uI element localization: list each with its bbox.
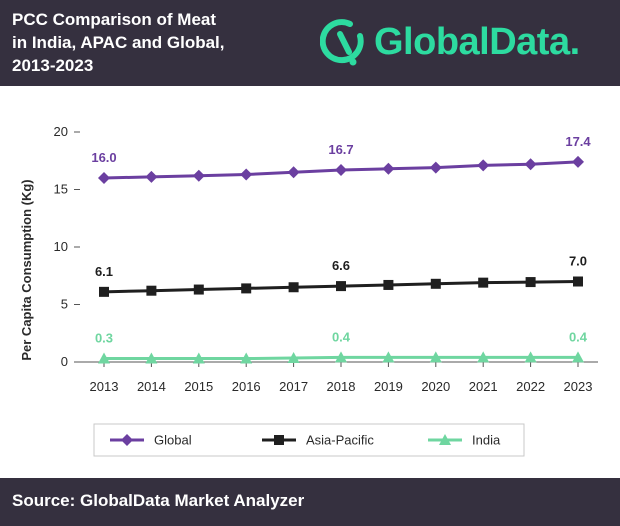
legend-marker-asia-pacific <box>274 435 284 445</box>
x-tick-label: 2023 <box>564 379 593 394</box>
legend-label-global: Global <box>154 433 192 448</box>
data-point-india <box>335 351 347 363</box>
data-point-india <box>429 351 442 363</box>
data-point-global <box>145 170 158 183</box>
series-asia-pacific: 6.1 6.6 7.0 <box>95 254 587 297</box>
title-line-2: in India, APAC and Global, <box>12 33 225 52</box>
data-point-india <box>477 351 490 363</box>
data-point-global <box>572 155 584 168</box>
title-line-3: 2013-2023 <box>12 56 94 75</box>
header-banner: PCC Comparison of Meat in India, APAC an… <box>0 0 620 86</box>
data-point-india <box>524 351 537 363</box>
data-label-india: 0.4 <box>332 329 351 344</box>
data-point-india <box>382 351 395 363</box>
globaldata-logo-icon <box>320 19 364 66</box>
data-point-asia-pacific <box>241 283 252 294</box>
x-tick-label: 2016 <box>232 379 261 394</box>
x-tick-label: 2013 <box>90 379 119 394</box>
y-tick-label: 20 <box>54 124 68 139</box>
y-tick-label: 10 <box>54 239 68 254</box>
data-point-asia-pacific <box>336 281 346 292</box>
data-point-global <box>287 166 300 179</box>
data-point-asia-pacific <box>288 282 299 293</box>
data-point-global <box>429 161 442 174</box>
legend-item-india: India <box>428 433 501 448</box>
data-point-asia-pacific <box>193 284 204 295</box>
y-tick-label: 0 <box>61 354 68 369</box>
series-india: 0.3 0.4 0.4 <box>95 329 588 364</box>
legend-marker-india <box>439 434 451 445</box>
data-point-global <box>477 159 490 172</box>
x-tick-label: 2017 <box>279 379 308 394</box>
data-point-india <box>287 351 300 363</box>
data-label-asia-pacific: 6.6 <box>332 258 350 273</box>
legend-label-asia-pacific: Asia-Pacific <box>306 433 374 448</box>
data-label-asia-pacific: 6.1 <box>95 264 113 279</box>
data-point-asia-pacific <box>525 277 536 288</box>
data-point-india <box>98 352 110 364</box>
data-label-india: 0.3 <box>95 331 113 346</box>
data-label-india: 0.4 <box>569 329 588 344</box>
data-label-global: 16.0 <box>91 150 116 165</box>
data-point-asia-pacific <box>383 279 394 290</box>
x-tick-label: 2015 <box>184 379 213 394</box>
data-point-india <box>145 352 158 364</box>
data-label-global: 16.7 <box>328 142 353 157</box>
data-point-global <box>192 169 205 182</box>
chart-series: 16.0 16.7 17.4 6.1 6.6 7.0 0.3 0.4 0.4 <box>91 134 591 364</box>
data-point-global <box>240 168 253 181</box>
data-point-global <box>382 162 395 175</box>
data-point-india <box>240 352 253 364</box>
globaldata-logo: GlobalData. <box>320 14 580 70</box>
chart-area: Per Capita Consumption (Kg) 0 5 10 15 20 2013… <box>0 86 620 478</box>
y-tick-label: 15 <box>54 182 68 197</box>
data-point-global <box>98 172 110 184</box>
data-point-global <box>335 163 347 176</box>
logo-text: GlobalData. <box>374 20 580 63</box>
legend-marker-global <box>121 434 133 446</box>
legend-label-india: India <box>472 433 501 448</box>
data-point-asia-pacific <box>146 285 157 296</box>
x-tick-label: 2020 <box>421 379 450 394</box>
data-point-india <box>572 351 584 363</box>
x-tick-label: 2014 <box>137 379 166 394</box>
data-point-india <box>192 352 205 364</box>
x-tick-label: 2021 <box>469 379 498 394</box>
title-line-1: PCC Comparison of Meat <box>12 10 217 29</box>
chart-legend: Global Asia-Pacific India <box>93 423 525 457</box>
data-point-global <box>524 158 537 171</box>
data-label-asia-pacific: 7.0 <box>569 254 587 269</box>
data-label-global: 17.4 <box>565 134 591 149</box>
data-point-asia-pacific <box>478 277 489 288</box>
y-axis-label: Per Capita Consumption (Kg) <box>19 179 34 360</box>
series-global: 16.0 16.7 17.4 <box>91 134 591 184</box>
data-point-asia-pacific <box>99 286 109 297</box>
chart-axes: 0 5 10 15 20 2013 2014 2015 2016 2017 2018 2019 2020… <box>54 124 598 394</box>
footer-banner: Source: GlobalData Market Analyzer <box>0 478 620 526</box>
chart-title: PCC Comparison of Meat in India, APAC an… <box>12 8 312 77</box>
y-tick-label: 5 <box>61 297 68 312</box>
line-chart: Per Capita Consumption (Kg) 0 5 10 15 20 2013… <box>19 124 598 457</box>
source-note: Source: GlobalData Market Analyzer <box>12 491 305 510</box>
legend-item-asia-pacific: Asia-Pacific <box>262 433 374 448</box>
data-point-asia-pacific <box>573 276 583 287</box>
x-tick-label: 2018 <box>327 379 356 394</box>
x-tick-label: 2019 <box>374 379 403 394</box>
legend-item-global: Global <box>110 433 192 448</box>
x-tick-label: 2022 <box>516 379 545 394</box>
data-point-asia-pacific <box>430 278 441 289</box>
